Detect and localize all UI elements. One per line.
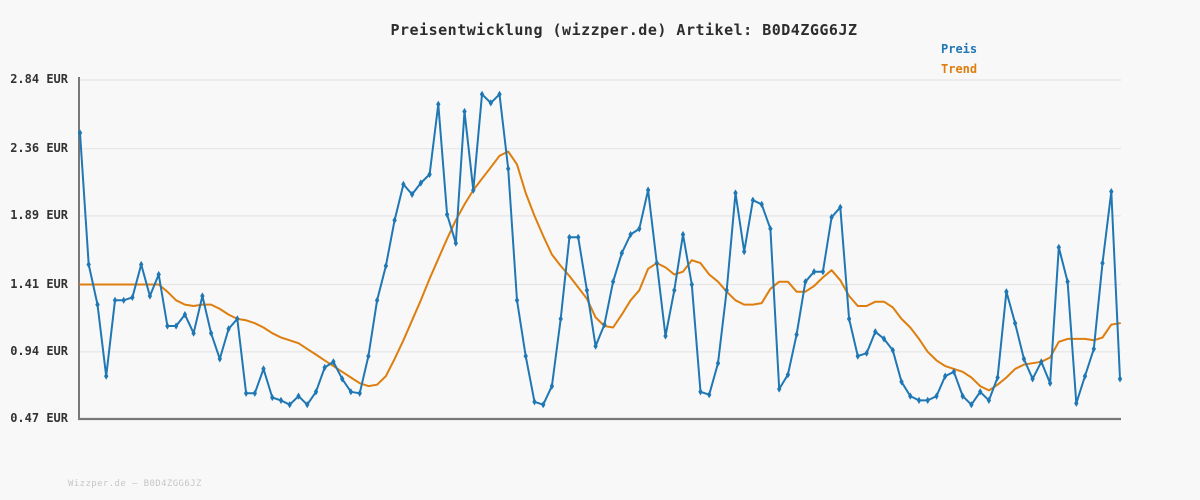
chart-title: Preisentwicklung (wizzper.de) Artikel: B… [390,21,858,39]
chart-legend: Preis Trend [941,39,977,79]
legend-item-trend: Trend [941,62,978,76]
legend-item-preis: Preis [941,42,978,56]
y-axis-tick-label: 2.36 EUR [10,140,68,155]
y-axis-tick-label: 1.41 EUR [10,276,68,291]
footer-watermark: Wizzper.de — B0D4ZGG6JZ [68,479,202,489]
y-axis-tick-label: 2.84 EUR [10,72,68,86]
y-axis-tick-label: 1.89 EUR [10,207,68,222]
y-axis-tick-label: 0.47 EUR [10,411,68,425]
y-axis-tick-label: 0.94 EUR [10,343,68,358]
